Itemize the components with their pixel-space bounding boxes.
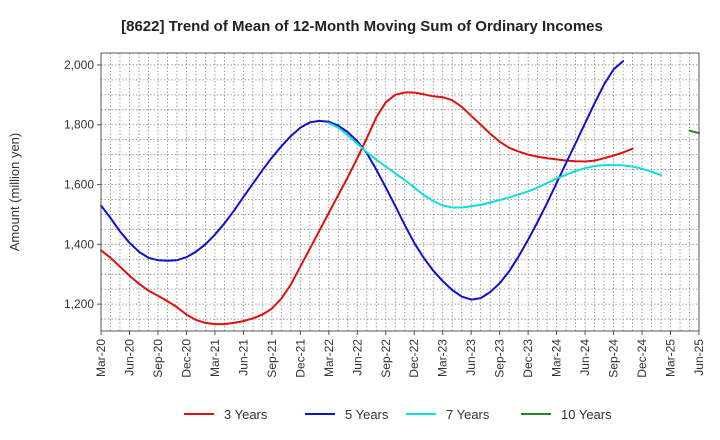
y-axis-label: Amount (million yen) bbox=[7, 133, 22, 252]
series-line-3-years bbox=[100, 91, 634, 326]
x-tick-label: Sep-23 bbox=[493, 339, 507, 378]
grid-layer bbox=[101, 53, 699, 331]
x-tick-label: Jun-23 bbox=[464, 339, 478, 376]
x-tick-label: Mar-23 bbox=[436, 339, 450, 377]
chart-title: [8622] Trend of Mean of 12-Month Moving … bbox=[121, 18, 603, 35]
x-tick-label: Jun-24 bbox=[578, 339, 592, 376]
x-tick-label: Sep-24 bbox=[607, 339, 621, 378]
legend-label-3-years: 3 Years bbox=[224, 407, 268, 422]
axis-layer: 1,200 1,400 1,600 1,800 2,000 Mar-20 Jun-20 Sep… bbox=[64, 58, 706, 378]
x-tick-label: Dec-20 bbox=[179, 339, 193, 378]
y-tick-label: 2,000 bbox=[64, 58, 94, 72]
series-line-5-years bbox=[100, 60, 625, 301]
series-line-7-years bbox=[327, 122, 662, 209]
x-tick-label: Mar-25 bbox=[664, 339, 678, 377]
x-tick-label: Jun-25 bbox=[692, 339, 706, 376]
x-tick-label: Sep-22 bbox=[379, 339, 393, 378]
series-line-10-years bbox=[688, 129, 700, 135]
x-tick-label: Mar-24 bbox=[550, 339, 564, 377]
y-tick-label: 1,600 bbox=[64, 178, 94, 192]
x-tick-label: Jun-22 bbox=[350, 339, 364, 376]
series-layer bbox=[100, 60, 700, 326]
legend: 3 Years 5 Years 7 Years 10 Years bbox=[184, 407, 612, 422]
x-tick-label: Jun-20 bbox=[122, 339, 136, 376]
legend-label-10-years: 10 Years bbox=[561, 407, 612, 422]
x-tick-label: Dec-21 bbox=[293, 339, 307, 378]
x-tick-label: Sep-20 bbox=[151, 339, 165, 378]
y-tick-label: 1,200 bbox=[64, 297, 94, 311]
x-tick-label: Dec-24 bbox=[635, 339, 649, 378]
plot-border bbox=[100, 52, 700, 332]
y-tick-label: 1,400 bbox=[64, 237, 94, 251]
x-tick-label: Mar-21 bbox=[208, 339, 222, 377]
x-tick-label: Dec-22 bbox=[407, 339, 421, 378]
legend-label-5-years: 5 Years bbox=[345, 407, 389, 422]
x-tick-label: Mar-22 bbox=[322, 339, 336, 377]
x-tick-label: Sep-21 bbox=[265, 339, 279, 378]
x-tick-label: Dec-23 bbox=[521, 339, 535, 378]
x-tick-label: Jun-21 bbox=[236, 339, 250, 376]
y-tick-label: 1,800 bbox=[64, 118, 94, 132]
x-tick-label: Mar-20 bbox=[94, 339, 108, 377]
legend-label-7-years: 7 Years bbox=[446, 407, 490, 422]
